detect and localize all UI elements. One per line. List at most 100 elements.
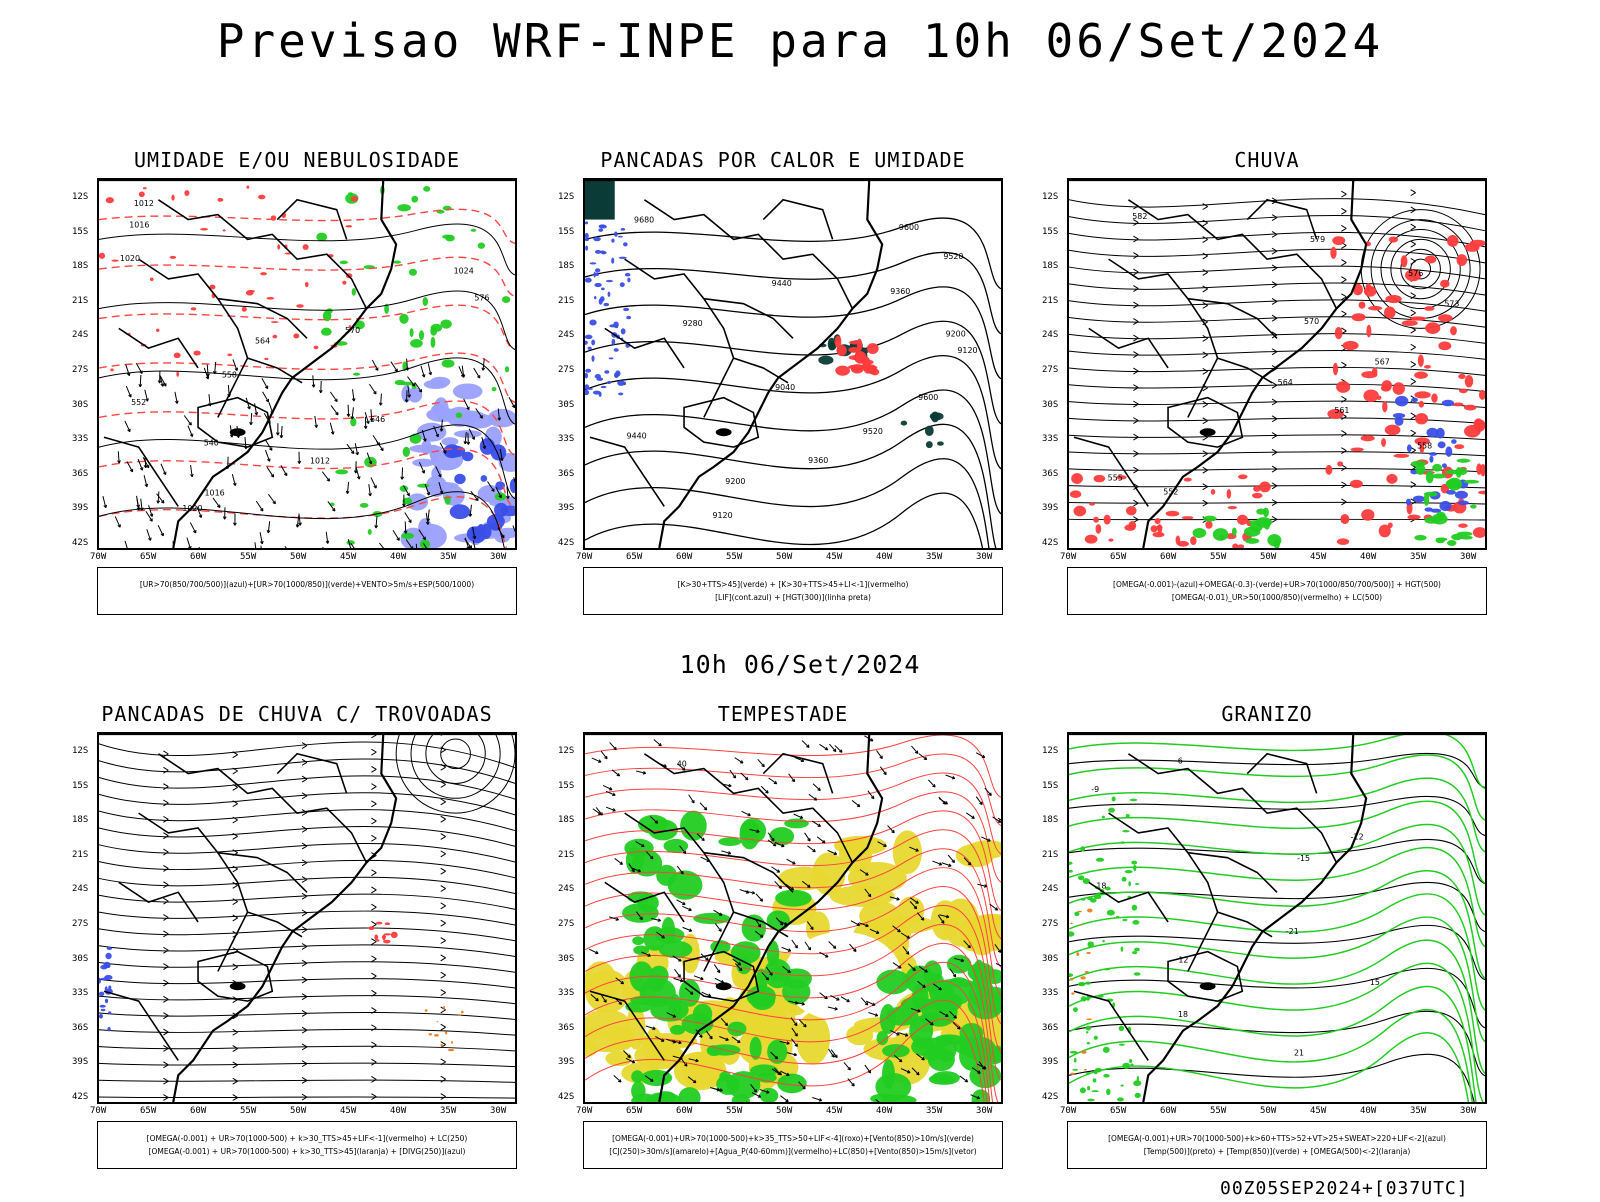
latitude-tick-label: 18S — [72, 815, 88, 825]
latitude-tick-label: 27S — [1042, 919, 1058, 929]
latitude-tick-label: 15S — [558, 781, 574, 791]
page-title: Previsao WRF-INPE para 10h 06/Set/2024 — [0, 14, 1600, 68]
legend-line: [OMEGA(-0.001)+UR>70(1000-500)+k>35_TTS>… — [584, 1132, 1002, 1145]
panel-title: CHUVA — [1022, 148, 1512, 172]
latitude-tick-label: 33S — [558, 988, 574, 998]
latitude-tick-label: 15S — [558, 227, 574, 237]
panel-title: UMIDADE E/OU NEBULOSIDADE — [52, 148, 542, 172]
contour-label: 576 — [1408, 269, 1423, 278]
longitude-tick-label: 55W — [726, 552, 742, 562]
latitude-tick-label: 27S — [558, 919, 574, 929]
contour-label: 21 — [1294, 1048, 1304, 1057]
latitude-tick-label: 18S — [558, 261, 574, 271]
rain-green-area — [1193, 508, 1282, 548]
longitude-tick-label: 65W — [140, 1106, 156, 1116]
contour-label: 1012 — [134, 199, 154, 208]
divergence-blue-area — [99, 947, 113, 1031]
longitude-tick-label: 55W — [240, 1106, 256, 1116]
red-thickness-dots — [99, 186, 358, 377]
contour-label: 9120 — [957, 346, 977, 355]
latitude-tick-label: 21S — [558, 850, 574, 860]
longitude-tick-label: 60W — [190, 1106, 206, 1116]
longitude-tick-label: 45W — [826, 1106, 842, 1116]
contour-label: -12 — [1351, 832, 1364, 841]
latitude-tick-label: 30S — [72, 954, 88, 964]
latitude-tick-label: 42S — [558, 538, 574, 548]
latitude-tick-label: 12S — [72, 192, 88, 202]
latitude-tick-label: 15S — [1042, 227, 1058, 237]
latitude-tick-label: 21S — [1042, 296, 1058, 306]
latitude-tick-label: 27S — [72, 919, 88, 929]
latitude-tick-label: 21S — [72, 850, 88, 860]
latitude-tick-label: 18S — [1042, 815, 1058, 825]
contour-label: 552 — [1163, 488, 1178, 497]
rain-red-area — [1070, 473, 1271, 548]
contour-label: 1016 — [129, 220, 149, 229]
latitude-tick-label: 18S — [1042, 261, 1058, 271]
longitude-tick-label: 35W — [440, 1106, 456, 1116]
latitude-tick-label: 27S — [1042, 365, 1058, 375]
panel-legend: [UR>70(850/700/500)](azul)+[UR>70(1000/8… — [97, 567, 517, 615]
longitude-tick-label: 55W — [726, 1106, 742, 1116]
contour-label: 576 — [474, 293, 489, 302]
longitude-tick-label: 60W — [1160, 1106, 1176, 1116]
panel-title: TEMPESTADE — [538, 702, 1028, 726]
latitude-tick-label: 36S — [558, 1023, 574, 1033]
latitude-tick-label: 15S — [72, 227, 88, 237]
longitude-tick-label: 65W — [140, 552, 156, 562]
weather-map — [97, 732, 517, 1104]
latitude-tick-label: 27S — [558, 365, 574, 375]
latitude-tick-label: 24S — [1042, 884, 1058, 894]
longitude-tick-label: 35W — [1410, 552, 1426, 562]
latitude-tick-label: 42S — [72, 538, 88, 548]
longitude-tick-label: 70W — [90, 552, 106, 562]
longitude-tick-label: 40W — [1360, 1106, 1376, 1116]
contour-label: 558 — [1417, 442, 1432, 451]
longitude-tick-label: 65W — [626, 1106, 642, 1116]
latitude-tick-label: 15S — [72, 781, 88, 791]
latitude-tick-label: 30S — [72, 400, 88, 410]
contour-labels: 9680960095209440936092809200912090409600… — [627, 215, 978, 519]
legend-line: [OMEGA(-0.001)-(azul)+OMEGA(-0.3)-(verde… — [1068, 578, 1486, 591]
contour-label: 9360 — [808, 456, 828, 465]
contour-label: 9440 — [772, 279, 792, 288]
contour-label: 40 — [677, 760, 687, 769]
longitude-tick-label: 30W — [976, 552, 992, 562]
contour-label: 9200 — [725, 477, 745, 486]
latitude-tick-label: 24S — [72, 330, 88, 340]
panel-title: GRANIZO — [1022, 702, 1512, 726]
contour-label: -9 — [1091, 785, 1099, 794]
contour-label: 573 — [1444, 300, 1459, 309]
contour-label: 9360 — [890, 287, 910, 296]
latitude-tick-label: 30S — [558, 954, 574, 964]
contour-label: 558 — [222, 370, 237, 379]
longitude-tick-label: 35W — [926, 552, 942, 562]
longitude-tick-label: 50W — [1260, 1106, 1276, 1116]
latitude-tick-label: 33S — [72, 434, 88, 444]
contour-label: -15 — [1297, 854, 1310, 863]
longitude-tick-label: 45W — [826, 552, 842, 562]
latitude-tick-label: 42S — [72, 1092, 88, 1102]
contour-label: -6 — [1175, 756, 1183, 765]
longitude-tick-label: 50W — [290, 552, 306, 562]
longitude-tick-label: 65W — [626, 552, 642, 562]
panel-legend: [OMEGA(-0.001)+UR>70(1000-500)+k>60+TTS>… — [1067, 1121, 1487, 1169]
longitude-tick-label: 30W — [490, 1106, 506, 1116]
longitude-tick-label: 35W — [440, 552, 456, 562]
contour-label: 579 — [1310, 235, 1325, 244]
contour-lines — [1069, 753, 1485, 1102]
longitude-tick-label: 70W — [1060, 1106, 1076, 1116]
longitude-tick-label: 70W — [1060, 552, 1076, 562]
longitude-tick-label: 30W — [976, 1106, 992, 1116]
legend-line: [UR>70(850/700/500)](azul)+[UR>70(1000/8… — [98, 578, 516, 591]
contour-label: 570 — [1304, 317, 1319, 326]
contour-label: 9680 — [634, 215, 654, 224]
contour-lines — [1069, 734, 1485, 1102]
latitude-tick-label: 21S — [72, 296, 88, 306]
latitude-tick-label: 18S — [72, 261, 88, 271]
